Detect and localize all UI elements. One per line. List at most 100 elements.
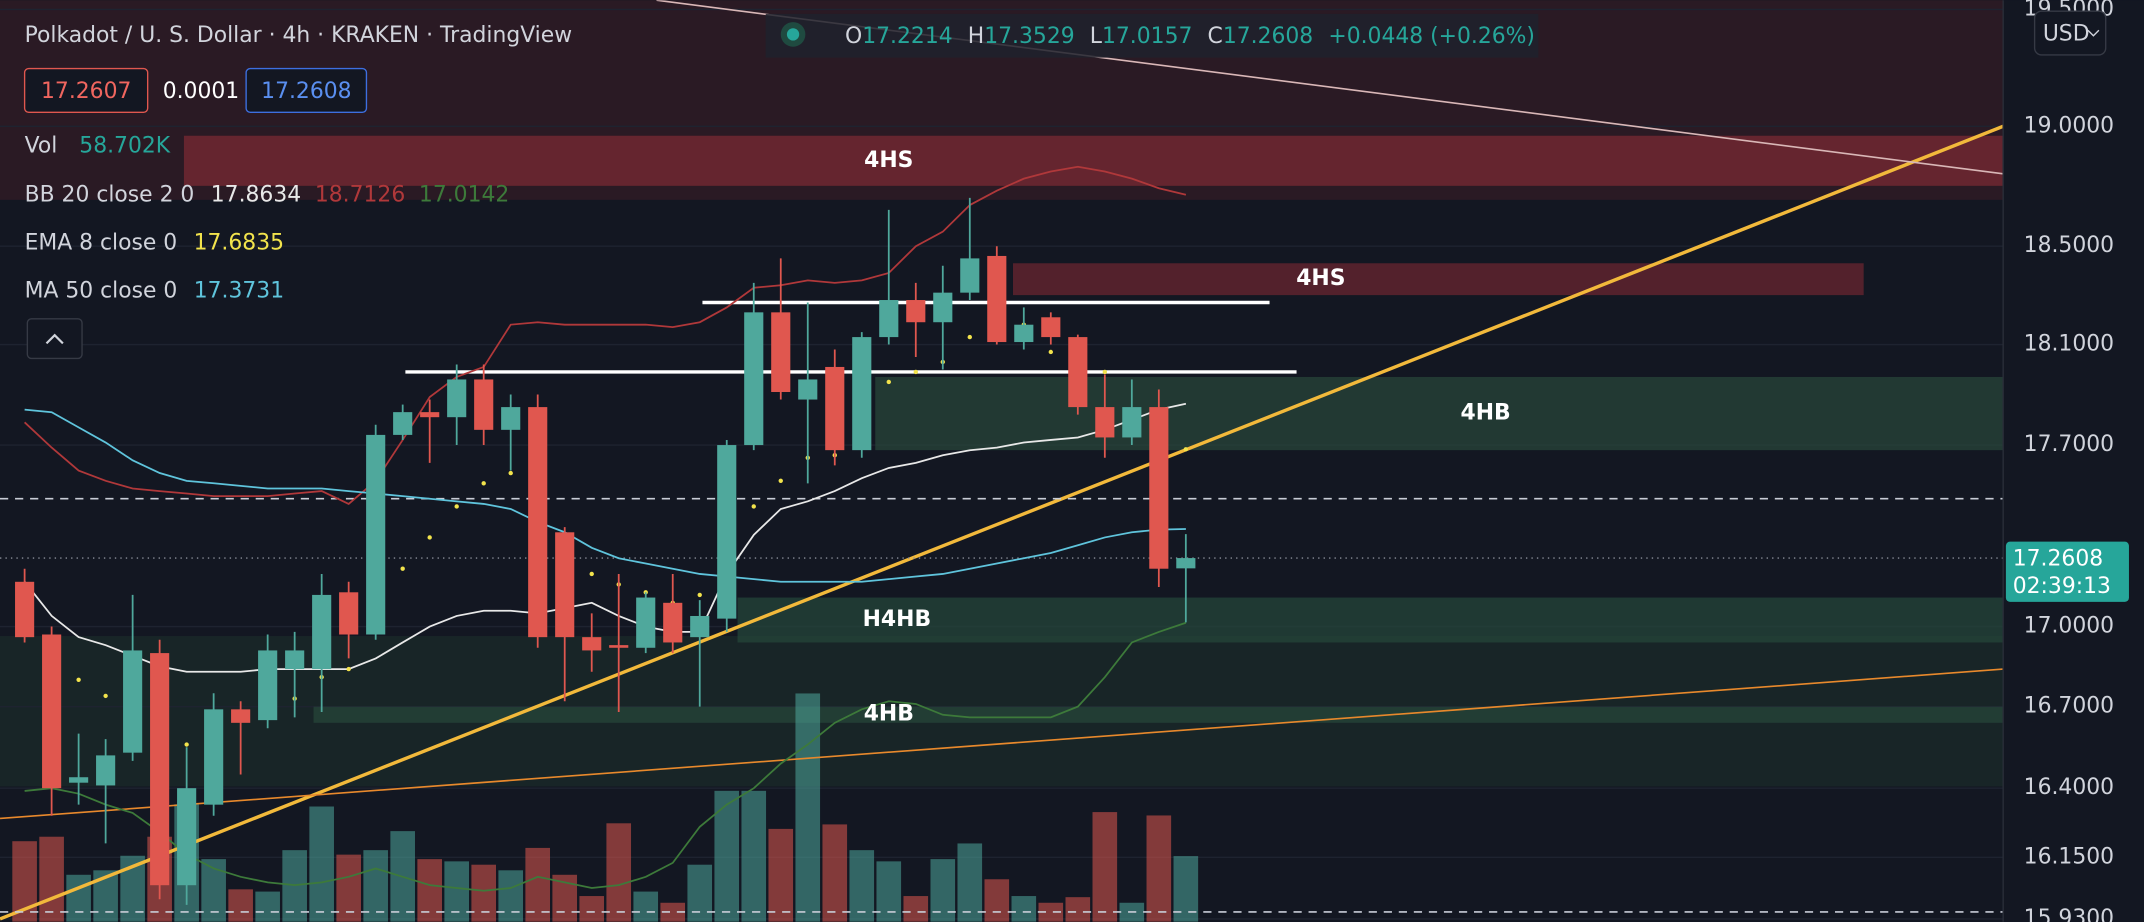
trendline [0, 124, 2004, 921]
candle-body [528, 407, 548, 638]
candle-body [447, 379, 467, 418]
candle-body [933, 292, 953, 323]
candle-body [42, 634, 62, 789]
ohlc-key: L [1090, 24, 1103, 49]
currency[interactable]: USD [2043, 21, 2090, 46]
sell-box[interactable] [23, 67, 149, 114]
indicator-line [24, 621, 1187, 892]
volume-bar [498, 870, 524, 922]
candle-body [879, 300, 899, 338]
candle-body [285, 650, 305, 670]
volume-bar [579, 896, 605, 922]
last-price-box [2005, 541, 2129, 602]
volume-bar [1038, 902, 1064, 922]
buy-box[interactable] [245, 67, 368, 114]
candle-body [663, 602, 683, 643]
legend-value: 17.8634 [211, 183, 301, 208]
candle-body [636, 597, 656, 648]
indicator-line [24, 165, 1187, 505]
ema-dot [589, 571, 594, 577]
volume-name: Vol [25, 134, 58, 159]
candle-body [204, 709, 224, 805]
candle-body [717, 445, 737, 619]
candle-body [960, 258, 980, 293]
volume-bar [1146, 815, 1172, 922]
y-tick-label: 16.7000 [2024, 694, 2114, 719]
y-tick-label: 17.0000 [2024, 614, 2114, 639]
volume-bar [525, 847, 551, 922]
currency-button[interactable] [2033, 10, 2107, 56]
legend-value: 17.3731 [194, 278, 284, 303]
ema-dot [427, 535, 432, 540]
candle-body [555, 532, 575, 638]
ema-dot [1102, 369, 1108, 375]
countdown: 02:39:13 [2013, 574, 2111, 599]
collapse-button[interactable] [26, 318, 83, 360]
ohlc-panel [765, 13, 1539, 58]
ema-dot [454, 504, 459, 509]
candle-body [987, 255, 1007, 343]
legend: BB 20 close 2 0 17.8634 18.7126 17.0142 EMA … [25, 183, 510, 304]
legend-name: BB 20 close 2 0 [25, 183, 195, 208]
volume-bar [1065, 897, 1091, 922]
bid[interactable]: 17.2607 [41, 79, 131, 104]
volume-bar [822, 824, 848, 922]
ema-dot [103, 693, 108, 699]
y-tick-label: 16.1500 [2024, 844, 2114, 869]
zone-label: 4HS [864, 148, 913, 173]
volume-bar [687, 864, 713, 922]
candle-body [798, 379, 818, 400]
legend-name: MA 50 close 0 [25, 278, 178, 303]
ohlc-value: 17.2608 [1223, 24, 1313, 49]
candle-body [96, 755, 116, 786]
volume-bar [309, 806, 334, 922]
candle-body [1176, 558, 1196, 569]
ema-dot [400, 566, 405, 571]
zone [313, 706, 2004, 723]
ema-dot [508, 470, 513, 476]
ema-dot [76, 677, 81, 682]
indicator-line [23, 402, 1187, 673]
ema-dot [346, 666, 351, 672]
candle-body [501, 407, 521, 430]
zone-label: 4HB [864, 702, 914, 727]
volume-bar [606, 823, 632, 922]
ohlc-value: 17.2214 [862, 24, 952, 49]
volume-bar [471, 864, 497, 922]
volume-value: 58.702K [79, 134, 170, 159]
volume-bar [984, 879, 1010, 922]
last-price: 17.2608 [2013, 546, 2103, 571]
ohlc-value: 17.0157 [1102, 24, 1192, 49]
candle-body [906, 300, 926, 323]
ohlc-key: C [1208, 24, 1223, 49]
volume-bar [795, 693, 821, 922]
y-tick-label: 19.0000 [2024, 113, 2114, 138]
candle-body [312, 594, 332, 670]
volume-bar [39, 836, 64, 922]
candle-body [258, 650, 278, 721]
ask[interactable]: 17.2608 [261, 79, 351, 104]
legend-value: 18.7126 [315, 183, 405, 208]
candle-body [582, 637, 602, 651]
indicator-line [24, 408, 1186, 583]
candle-body [1149, 407, 1169, 569]
plot: 4HS 4HS 4HB H4HB 4HB [0, 0, 2004, 922]
volume-bar [1173, 856, 1199, 922]
y-tick-label: 18.1000 [2024, 332, 2114, 357]
volume-bar [363, 850, 388, 922]
ohlc: O17.2214 H17.3529 L17.0157 C17.2608 +0.0… [845, 24, 1535, 49]
volume-bar [1011, 896, 1037, 922]
status-dot [786, 28, 800, 41]
spread: 0.0001 [163, 79, 240, 104]
volume-bar [957, 843, 983, 922]
candle-body [744, 312, 764, 446]
zone [1012, 263, 1864, 296]
candle-body [690, 615, 710, 638]
ema-dot [886, 379, 891, 385]
volume-bar [660, 902, 686, 922]
ohlc-key: O [845, 24, 862, 49]
zone [183, 135, 2004, 186]
ema-dot [1183, 447, 1189, 452]
volume-bar [849, 850, 875, 922]
